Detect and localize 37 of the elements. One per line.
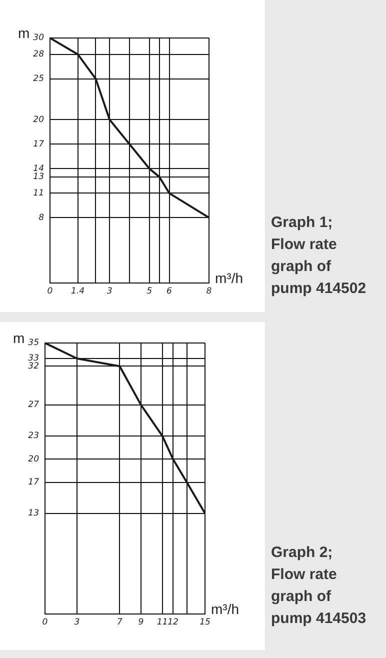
y-tick-label: 27 [28, 400, 40, 410]
y-tick-label: 17 [33, 139, 45, 150]
y-tick-label: 30 [33, 33, 44, 44]
x-tick-label: 0 [42, 617, 48, 628]
caption: Graph 2; [271, 543, 334, 563]
x-tick-label: 5 [146, 286, 152, 296]
y-tick-label: 13 [28, 508, 39, 519]
text: Flow rate graph of pump 414503 [271, 565, 368, 629]
y-tick-label: 20 [33, 114, 44, 125]
y-tick-label: 14 [33, 164, 44, 174]
y-axis-title: m [13, 330, 25, 346]
y-tick-label: 23 [28, 431, 39, 442]
text: Flow rate graph of pump 414502 [271, 235, 368, 299]
x-tick-label: 0 [47, 286, 53, 296]
x-tick-label: 11 [156, 617, 168, 628]
y-tick-label: 13 [33, 172, 44, 182]
x-tick-label: 8 [206, 286, 212, 296]
x-tick-label: 3 [106, 286, 112, 296]
caption: Graph 1; [271, 213, 334, 233]
x-axis-title: m³/h [211, 600, 239, 617]
x-tick-label: 15 [200, 617, 210, 628]
y-tick-label: 20 [28, 454, 39, 464]
x-tick-label: 12 [168, 617, 178, 628]
y-tick-label: 35 [28, 338, 39, 348]
y-tick-label: 28 [33, 50, 45, 60]
y-tick-label: 8 [38, 212, 45, 223]
x-tick-label: 1.4 [71, 286, 85, 296]
y-tick-label: 32 [28, 361, 39, 372]
y-tick-label: 11 [33, 188, 44, 198]
x-tick-label: 9 [138, 617, 144, 628]
x-axis-title: m³/h [215, 270, 243, 286]
x-tick-label: 7 [116, 617, 123, 628]
y-tick-label: 25 [33, 74, 44, 84]
x-tick-label: 6 [166, 286, 173, 296]
y-axis-title: m [18, 24, 30, 41]
y-tick-label: 17 [28, 478, 40, 488]
x-tick-label: 3 [74, 617, 80, 628]
